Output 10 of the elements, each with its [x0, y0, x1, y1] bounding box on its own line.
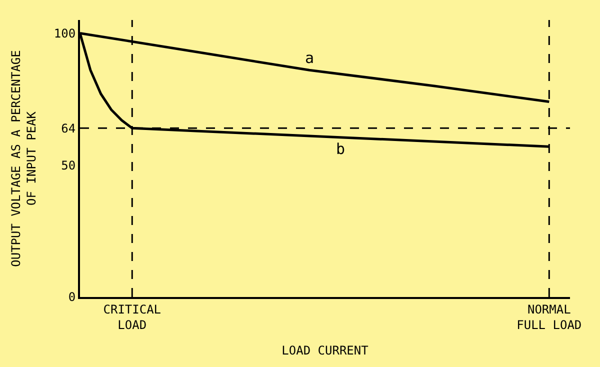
x-tick-label: NORMAL FULL LOAD — [516, 302, 582, 332]
y-tick-label: 50 — [61, 158, 76, 172]
y-tick-label: 0 — [68, 290, 76, 304]
y-tick-label: 64 — [61, 121, 76, 136]
series-label: b — [336, 140, 346, 158]
y-axis-title: OUTPUT VOLTAGE AS A PERCENTAGE OF INPUT PEAK — [9, 50, 39, 267]
series-label: a — [305, 49, 314, 67]
x-axis-title: LOAD CURRENT — [282, 343, 368, 358]
x-tick-label: CRITICAL LOAD — [103, 302, 162, 332]
y-tick-label: 100 — [54, 26, 76, 40]
